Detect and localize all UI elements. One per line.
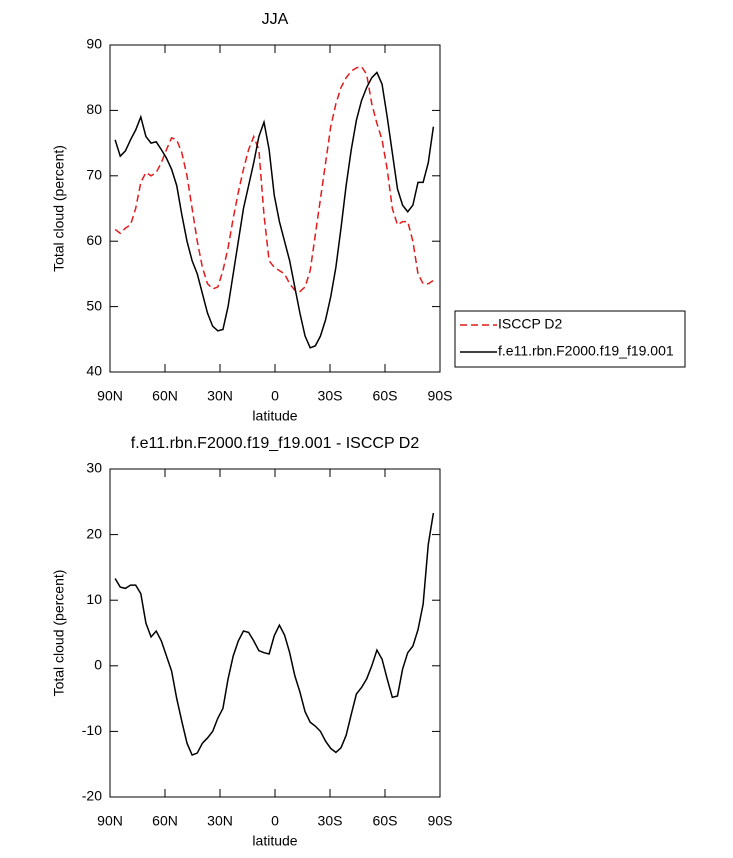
x-tick-label: 0 <box>271 813 279 829</box>
legend-label: ISCCP D2 <box>498 316 563 332</box>
y-tick-label: 80 <box>86 101 102 117</box>
x-axis-label: latitude <box>252 833 297 849</box>
x-tick-label: 30N <box>207 813 233 829</box>
x-tick-label: 90S <box>428 813 453 829</box>
plot-frame <box>109 44 441 373</box>
chart-title: f.e11.rbn.F2000.f19_f19.001 - ISCCP D2 <box>131 435 420 452</box>
x-tick-label: 0 <box>271 388 279 404</box>
legend-box <box>454 310 686 368</box>
y-axis-label: Total cloud (percent) <box>51 145 67 272</box>
chart-title: JJA <box>262 11 289 28</box>
x-tick-label: 60S <box>373 813 398 829</box>
y-axis-label: Total cloud (percent) <box>51 570 67 697</box>
x-tick-label: 90S <box>428 388 453 404</box>
y-tick-label: 70 <box>86 167 102 183</box>
y-tick-label: 90 <box>86 36 102 52</box>
x-tick-label: 90N <box>97 813 123 829</box>
x-tick-label: 30N <box>207 388 233 404</box>
x-tick-label: 30S <box>318 813 343 829</box>
data-line <box>114 71 435 349</box>
legend-label: f.e11.rbn.F2000.f19_f19.001 <box>498 343 674 359</box>
x-tick-label: 60N <box>152 813 178 829</box>
x-tick-label: 90N <box>97 388 123 404</box>
y-tick-label: 0 <box>94 657 102 673</box>
data-line <box>114 512 435 756</box>
y-tick-label: -20 <box>82 788 102 804</box>
y-tick-label: 40 <box>86 363 102 379</box>
x-tick-label: 60N <box>152 388 178 404</box>
y-tick-label: -10 <box>82 722 102 738</box>
y-tick-label: 60 <box>86 232 102 248</box>
y-tick-label: 30 <box>86 460 102 476</box>
x-tick-label: 30S <box>318 388 343 404</box>
x-axis-label: latitude <box>252 408 297 424</box>
y-tick-label: 10 <box>86 591 102 607</box>
y-tick-label: 50 <box>86 297 102 313</box>
x-tick-label: 60S <box>373 388 398 404</box>
y-tick-label: 20 <box>86 525 102 541</box>
data-line <box>114 65 434 293</box>
legend: ISCCP D2 f.e11.rbn.F2000.f19_f19.001 <box>454 310 686 368</box>
